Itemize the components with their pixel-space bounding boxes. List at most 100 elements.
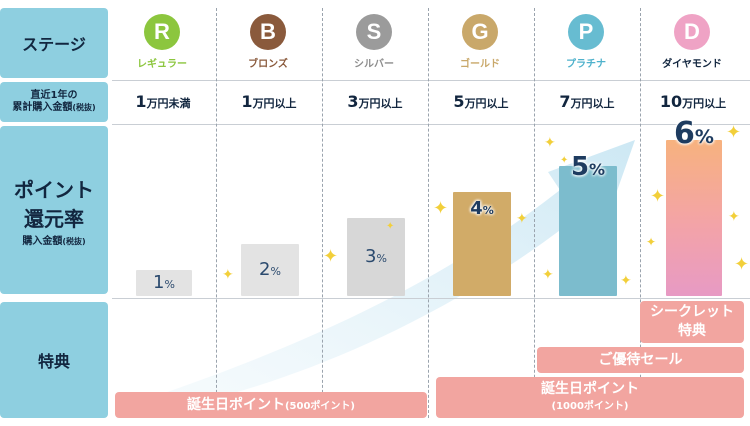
rank-g: G ゴールド (430, 8, 530, 78)
column-divider (428, 8, 429, 418)
rank-name: ゴールド (460, 59, 500, 70)
sparkle-icon: ✦ (620, 273, 632, 289)
birthday-1000-badge: 誕生日ポイント (1000ポイント) (436, 377, 744, 418)
secret-benefit-line2: 特典 (678, 323, 706, 339)
amount-number: 7 (559, 92, 571, 111)
rate-header-paren: (税抜) (62, 236, 86, 246)
rank-name: ブロンズ (248, 59, 288, 70)
amount-number: 5 (453, 92, 465, 111)
column-divider (322, 8, 323, 418)
rate-label-g: 4% (453, 198, 511, 219)
rate-header-line3: 購入金額(税抜) (22, 232, 85, 247)
percent-sign: % (376, 252, 387, 265)
rate-header-line1: ポイント (14, 177, 94, 202)
birthday-500-badge: 誕生日ポイント(500ポイント) (115, 392, 427, 418)
percent-sign: % (589, 159, 606, 179)
rank-s: S シルバー (324, 8, 424, 78)
amount-cell: 1万円以上 (216, 84, 322, 120)
rank-name: プラチナ (566, 59, 606, 70)
sparkle-icon: ✦ (650, 186, 666, 207)
amount-unit: 万円以上 (464, 97, 509, 110)
amount-unit: 万円以上 (252, 97, 297, 110)
rank-name: ダイヤモンド (662, 59, 722, 70)
rank-d: D ダイヤモンド (642, 8, 742, 78)
sparkle-icon: ✦ (734, 254, 750, 275)
rate-label-b: 2% (241, 259, 299, 280)
row-separator (112, 80, 750, 81)
rate-label-p: 5% (559, 152, 617, 182)
secret-benefit-badge: シークレット 特典 (640, 301, 744, 343)
sparkle-icon: ✦ (728, 209, 740, 225)
rate-bar-g (453, 192, 511, 296)
secret-benefit-line1: シークレット (650, 304, 734, 320)
sparkle-icon: ✦ (544, 135, 556, 151)
percent-sign: % (270, 265, 281, 278)
rate-value: 6 (674, 115, 695, 151)
amount-cell: 10万円以上 (640, 84, 746, 120)
sparkle-icon: ✦ (222, 267, 234, 283)
stage-header-label: ステージ (22, 35, 86, 54)
amount-number: 1 (135, 92, 147, 111)
amount-header-line1: 直近1年の (30, 90, 78, 101)
stage-header: ステージ (0, 8, 108, 78)
rank-r-icon: R (144, 14, 180, 50)
rate-value: 4 (470, 198, 483, 219)
rate-value: 5 (570, 151, 590, 182)
sparkle-icon: ✦ (646, 235, 657, 249)
amount-number: 3 (347, 92, 359, 111)
rank-b-icon: B (250, 14, 286, 50)
sparkle-icon: ✦ (386, 221, 395, 232)
birthday-500-paren: (500ポイント) (284, 401, 355, 412)
amount-header-line2: 累計購入金額(税抜) (12, 102, 95, 114)
rate-value: 3 (365, 246, 377, 267)
column-divider (216, 8, 217, 418)
rank-d-icon: D (674, 14, 710, 50)
benefits-header-label: 特典 (37, 352, 70, 371)
amount-cell: 5万円以上 (428, 84, 534, 120)
birthday-1000-paren: (1000ポイント) (551, 401, 629, 412)
rate-bar-p (559, 166, 617, 296)
rate-header: ポイント 還元率 購入金額(税抜) (0, 126, 108, 294)
birthday-500-label: 誕生日ポイント (186, 397, 285, 413)
benefits-header: 特典 (0, 302, 108, 418)
rate-header-line3-text: 購入金額 (22, 235, 63, 247)
amount-unit: 万円以上 (570, 97, 615, 110)
rank-g-icon: G (462, 14, 498, 50)
rate-value: 1 (153, 272, 165, 293)
amount-cell: 7万円以上 (534, 84, 640, 120)
rank-name: レギュラー (137, 59, 187, 70)
amount-number: 10 (659, 92, 683, 111)
amount-unit: 万円以上 (682, 97, 727, 110)
rank-p-icon: P (568, 14, 604, 50)
rate-bar-d (666, 140, 722, 296)
rank-r: R レギュラー (112, 8, 212, 78)
sparkle-icon: ✦ (323, 246, 339, 267)
rank-name: シルバー (354, 59, 394, 70)
amount-unit: 万円未満 (146, 97, 191, 110)
percent-sign: % (482, 204, 494, 217)
sparkle-icon: ✦ (560, 155, 569, 166)
row-separator (112, 298, 750, 299)
percent-sign: % (164, 278, 175, 291)
amount-cell: 1万円未満 (110, 84, 216, 120)
rate-label-r: 1% (136, 272, 192, 293)
column-divider (640, 8, 641, 418)
amount-cell: 3万円以上 (322, 84, 428, 120)
rate-bar-s (347, 218, 405, 296)
sparkle-icon: ✦ (516, 211, 528, 227)
percent-sign: % (694, 125, 714, 148)
rate-label-d: 6% (666, 116, 722, 151)
rank-p: P プラチナ (536, 8, 636, 78)
sparkle-icon: ✦ (726, 122, 742, 143)
rate-header-line2: 還元率 (24, 206, 84, 231)
amount-number: 1 (241, 92, 253, 111)
rate-bar-r (136, 270, 192, 296)
amount-header-paren: (税抜) (72, 103, 96, 112)
preferential-sale-label: ご優待セール (598, 352, 683, 368)
birthday-1000-label: 誕生日ポイント (541, 381, 639, 397)
rank-s-icon: S (356, 14, 392, 50)
sparkle-icon: ✦ (433, 198, 449, 219)
rank-b: B ブロンズ (218, 8, 318, 78)
column-divider (534, 8, 535, 418)
amount-header-line2-text: 累計購入金額 (12, 102, 73, 113)
